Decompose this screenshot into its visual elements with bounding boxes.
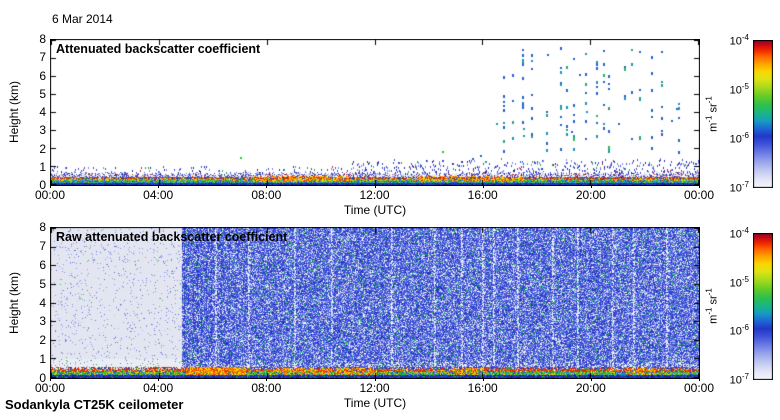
instrument-label: Sodankyla CT25K ceilometer xyxy=(5,397,184,412)
x-tick-label: 08:00 xyxy=(251,188,282,202)
colorbar-tick-label: 10-7 xyxy=(729,372,749,387)
y-tick-label: 0 xyxy=(39,371,46,385)
x-tick-label: 20:00 xyxy=(575,381,606,395)
raw-attenuated-backscatter-heatmap xyxy=(50,227,700,379)
date-label: 6 Mar 2014 xyxy=(52,12,113,26)
colorbar-unit-bottom: m-1 sr-1 xyxy=(704,288,720,324)
x-tick-mark xyxy=(266,378,267,381)
colorbar-top xyxy=(753,40,773,188)
x-tick-label: 00:00 xyxy=(34,188,66,202)
y-tick-label: 3 xyxy=(39,314,46,329)
y-tick-label: 2 xyxy=(39,333,46,348)
y-tick-label: 0 xyxy=(39,178,46,192)
y-axis-label-bottom: Height (km) xyxy=(7,271,21,335)
x-tick-label: 16:00 xyxy=(467,381,498,395)
panel-title-raw: Raw attenuated backscatter coefficient xyxy=(56,230,288,244)
y-tick-label: 2 xyxy=(39,141,46,156)
y-tick-label: 5 xyxy=(39,86,46,101)
x-tick-label: 20:00 xyxy=(575,188,606,202)
y-tick-label: 6 xyxy=(39,68,46,83)
colorbar-tick-label: 10-5 xyxy=(729,274,749,290)
colorbar-bottom xyxy=(753,233,773,380)
x-tick-mark xyxy=(483,378,484,381)
x-tick-mark xyxy=(375,378,376,381)
x-tick-mark xyxy=(483,185,484,188)
x-tick-mark xyxy=(50,378,51,381)
y-tick-label: 4 xyxy=(39,295,46,310)
panel-title-attenuated: Attenuated backscatter coefficient xyxy=(56,42,261,56)
x-tick-mark xyxy=(266,185,267,188)
colorbar-unit-top: m-1 sr-1 xyxy=(704,96,720,132)
colorbar-tick-label: 10-6 xyxy=(729,323,749,338)
colorbar-tick-label: 10-6 xyxy=(729,131,749,146)
y-tick-label: 4 xyxy=(39,105,46,119)
y-tick-label: 5 xyxy=(39,276,46,291)
x-tick-label: 16:00 xyxy=(467,188,498,202)
y-tick-label: 7 xyxy=(39,50,46,65)
y-tick-label: 1 xyxy=(39,352,46,367)
x-tick-label: 00:00 xyxy=(683,381,715,395)
x-tick-mark xyxy=(591,378,592,381)
colorbar-tick-label: 10-4 xyxy=(729,33,749,48)
y-tick-label: 8 xyxy=(39,220,46,234)
y-tick-label: 3 xyxy=(39,123,46,138)
attenuated-backscatter-heatmap xyxy=(50,39,700,186)
x-tick-mark xyxy=(699,378,700,381)
x-tick-mark xyxy=(699,185,700,188)
x-tick-label: 12:00 xyxy=(359,381,390,395)
y-tick-label: 8 xyxy=(39,32,46,46)
x-axis-label-top: Time (UTC) xyxy=(343,203,407,217)
x-tick-mark xyxy=(591,185,592,188)
x-tick-label: 00:00 xyxy=(34,381,66,395)
y-tick-label: 7 xyxy=(39,238,46,253)
x-tick-label: 00:00 xyxy=(683,188,715,202)
y-tick-label: 6 xyxy=(39,257,46,272)
y-axis-label-top: Height (km) xyxy=(7,80,21,144)
x-tick-mark xyxy=(375,185,376,188)
x-tick-label: 04:00 xyxy=(143,188,174,202)
x-tick-label: 08:00 xyxy=(251,381,282,395)
y-tick-label: 1 xyxy=(39,159,46,174)
colorbar-tick-label: 10-7 xyxy=(729,180,749,195)
x-tick-mark xyxy=(158,185,159,188)
colorbar-tick-label: 10-5 xyxy=(729,82,749,97)
x-axis-label-bottom: Time (UTC) xyxy=(343,396,407,410)
x-tick-mark xyxy=(50,185,51,188)
x-tick-label: 12:00 xyxy=(359,188,390,202)
colorbar-tick-label: 10-4 xyxy=(729,226,749,241)
x-tick-label: 04:00 xyxy=(143,381,174,395)
x-tick-mark xyxy=(158,378,159,381)
